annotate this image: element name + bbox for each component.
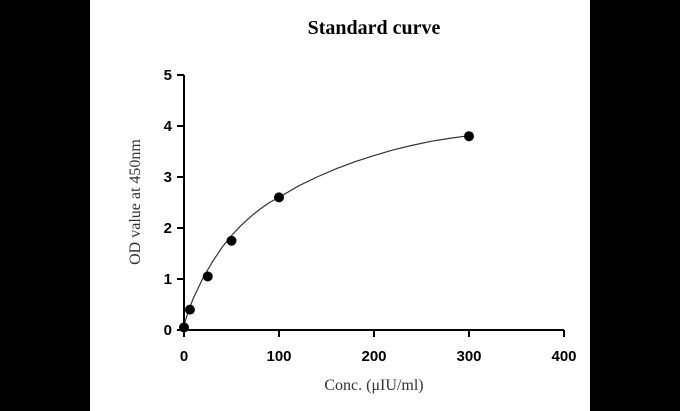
y-tick-label: 2 <box>164 220 172 237</box>
data-point <box>179 322 189 333</box>
axes: 0 1 2 3 4 5 0 100 200 300 400 <box>164 67 577 365</box>
data-point <box>226 235 237 246</box>
y-tick-label: 4 <box>164 118 173 135</box>
y-tick-label: 3 <box>164 169 172 186</box>
x-tick-label: 0 <box>180 348 188 365</box>
data-points-layer <box>179 131 474 333</box>
x-tick-label: 400 <box>551 348 576 365</box>
fit-curve-layer <box>183 135 470 326</box>
y-tick-label: 5 <box>164 67 172 84</box>
x-tick-label: 200 <box>361 348 386 365</box>
x-tick-label: 300 <box>456 348 481 365</box>
standard-curve-chart: Standard curve 0 1 2 3 4 5 0 100 200 300 400 Conc.… <box>127 17 577 394</box>
chart-title: Standard curve <box>308 17 441 39</box>
fit-curve <box>183 135 470 326</box>
x-axis-label: Conc. (μIU/ml) <box>324 377 423 394</box>
y-tick-label: 1 <box>164 271 172 288</box>
data-point <box>202 271 213 282</box>
data-point <box>464 131 474 142</box>
chart-canvas: Standard curve 0 1 2 3 4 5 0 100 200 300 400 Conc.… <box>90 0 590 411</box>
data-point <box>274 192 284 203</box>
x-tick-label: 100 <box>266 348 291 365</box>
data-point <box>184 304 195 315</box>
y-tick-label: 0 <box>164 322 172 339</box>
y-axis-label: OD value at 450nm <box>127 139 144 265</box>
